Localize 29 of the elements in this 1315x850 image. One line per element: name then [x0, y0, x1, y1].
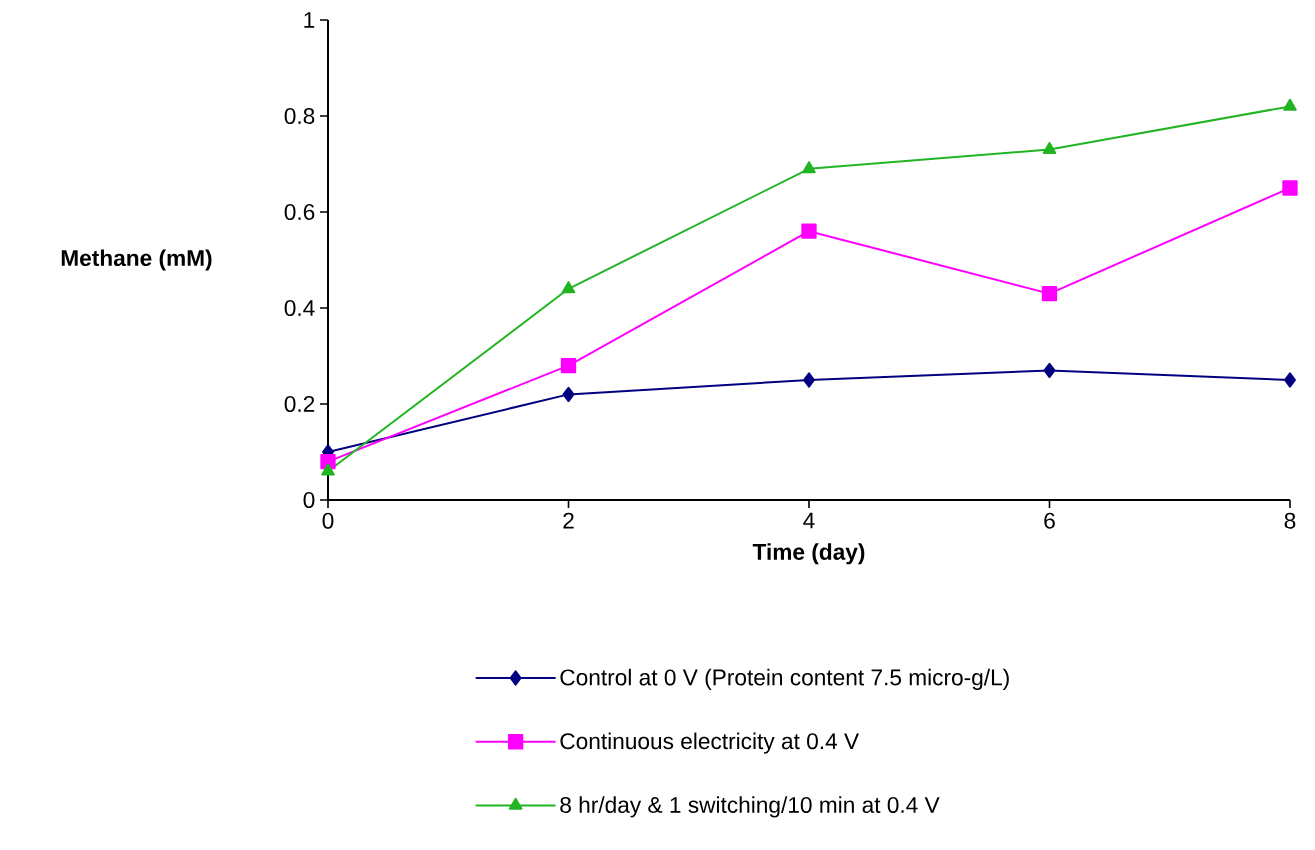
x-tick-label: 4 [803, 512, 815, 529]
y-tick-label: 0.8 [284, 107, 315, 125]
point [560, 357, 577, 374]
legend-label: Control at 0 V (Protein content 7.5 micro-g/L) [560, 668, 1009, 690]
point [801, 223, 817, 239]
point [562, 386, 575, 403]
x-tick-label: 2 [563, 512, 574, 529]
legend-label: Continuous electricity at 0.4 V [560, 732, 859, 754]
y-tick-label: 1 [304, 12, 315, 28]
y-axis-title: Methane (mM) [61, 249, 212, 271]
point [1282, 180, 1298, 196]
x-axis-title: Time (day) [752, 543, 865, 565]
legend-label: 8 hr/day & 1 switching/10 min at 0.4 V [560, 796, 940, 818]
point [802, 161, 816, 174]
x-tick-label: 0 [322, 512, 334, 529]
point [320, 453, 336, 470]
point [1041, 285, 1058, 302]
x-tick-label: 8 [1284, 512, 1296, 529]
y-tick-label: 0.2 [284, 395, 315, 413]
x-tick-label: 6 [1044, 512, 1055, 529]
point [1283, 372, 1296, 388]
point [1043, 362, 1056, 379]
y-tick-label: 0.6 [284, 203, 315, 221]
y-tick-label: 0.4 [284, 299, 315, 317]
y-tick-label: 0 [303, 491, 315, 509]
point [802, 372, 815, 388]
point [1283, 98, 1297, 111]
point [1042, 141, 1057, 154]
point [561, 281, 576, 294]
